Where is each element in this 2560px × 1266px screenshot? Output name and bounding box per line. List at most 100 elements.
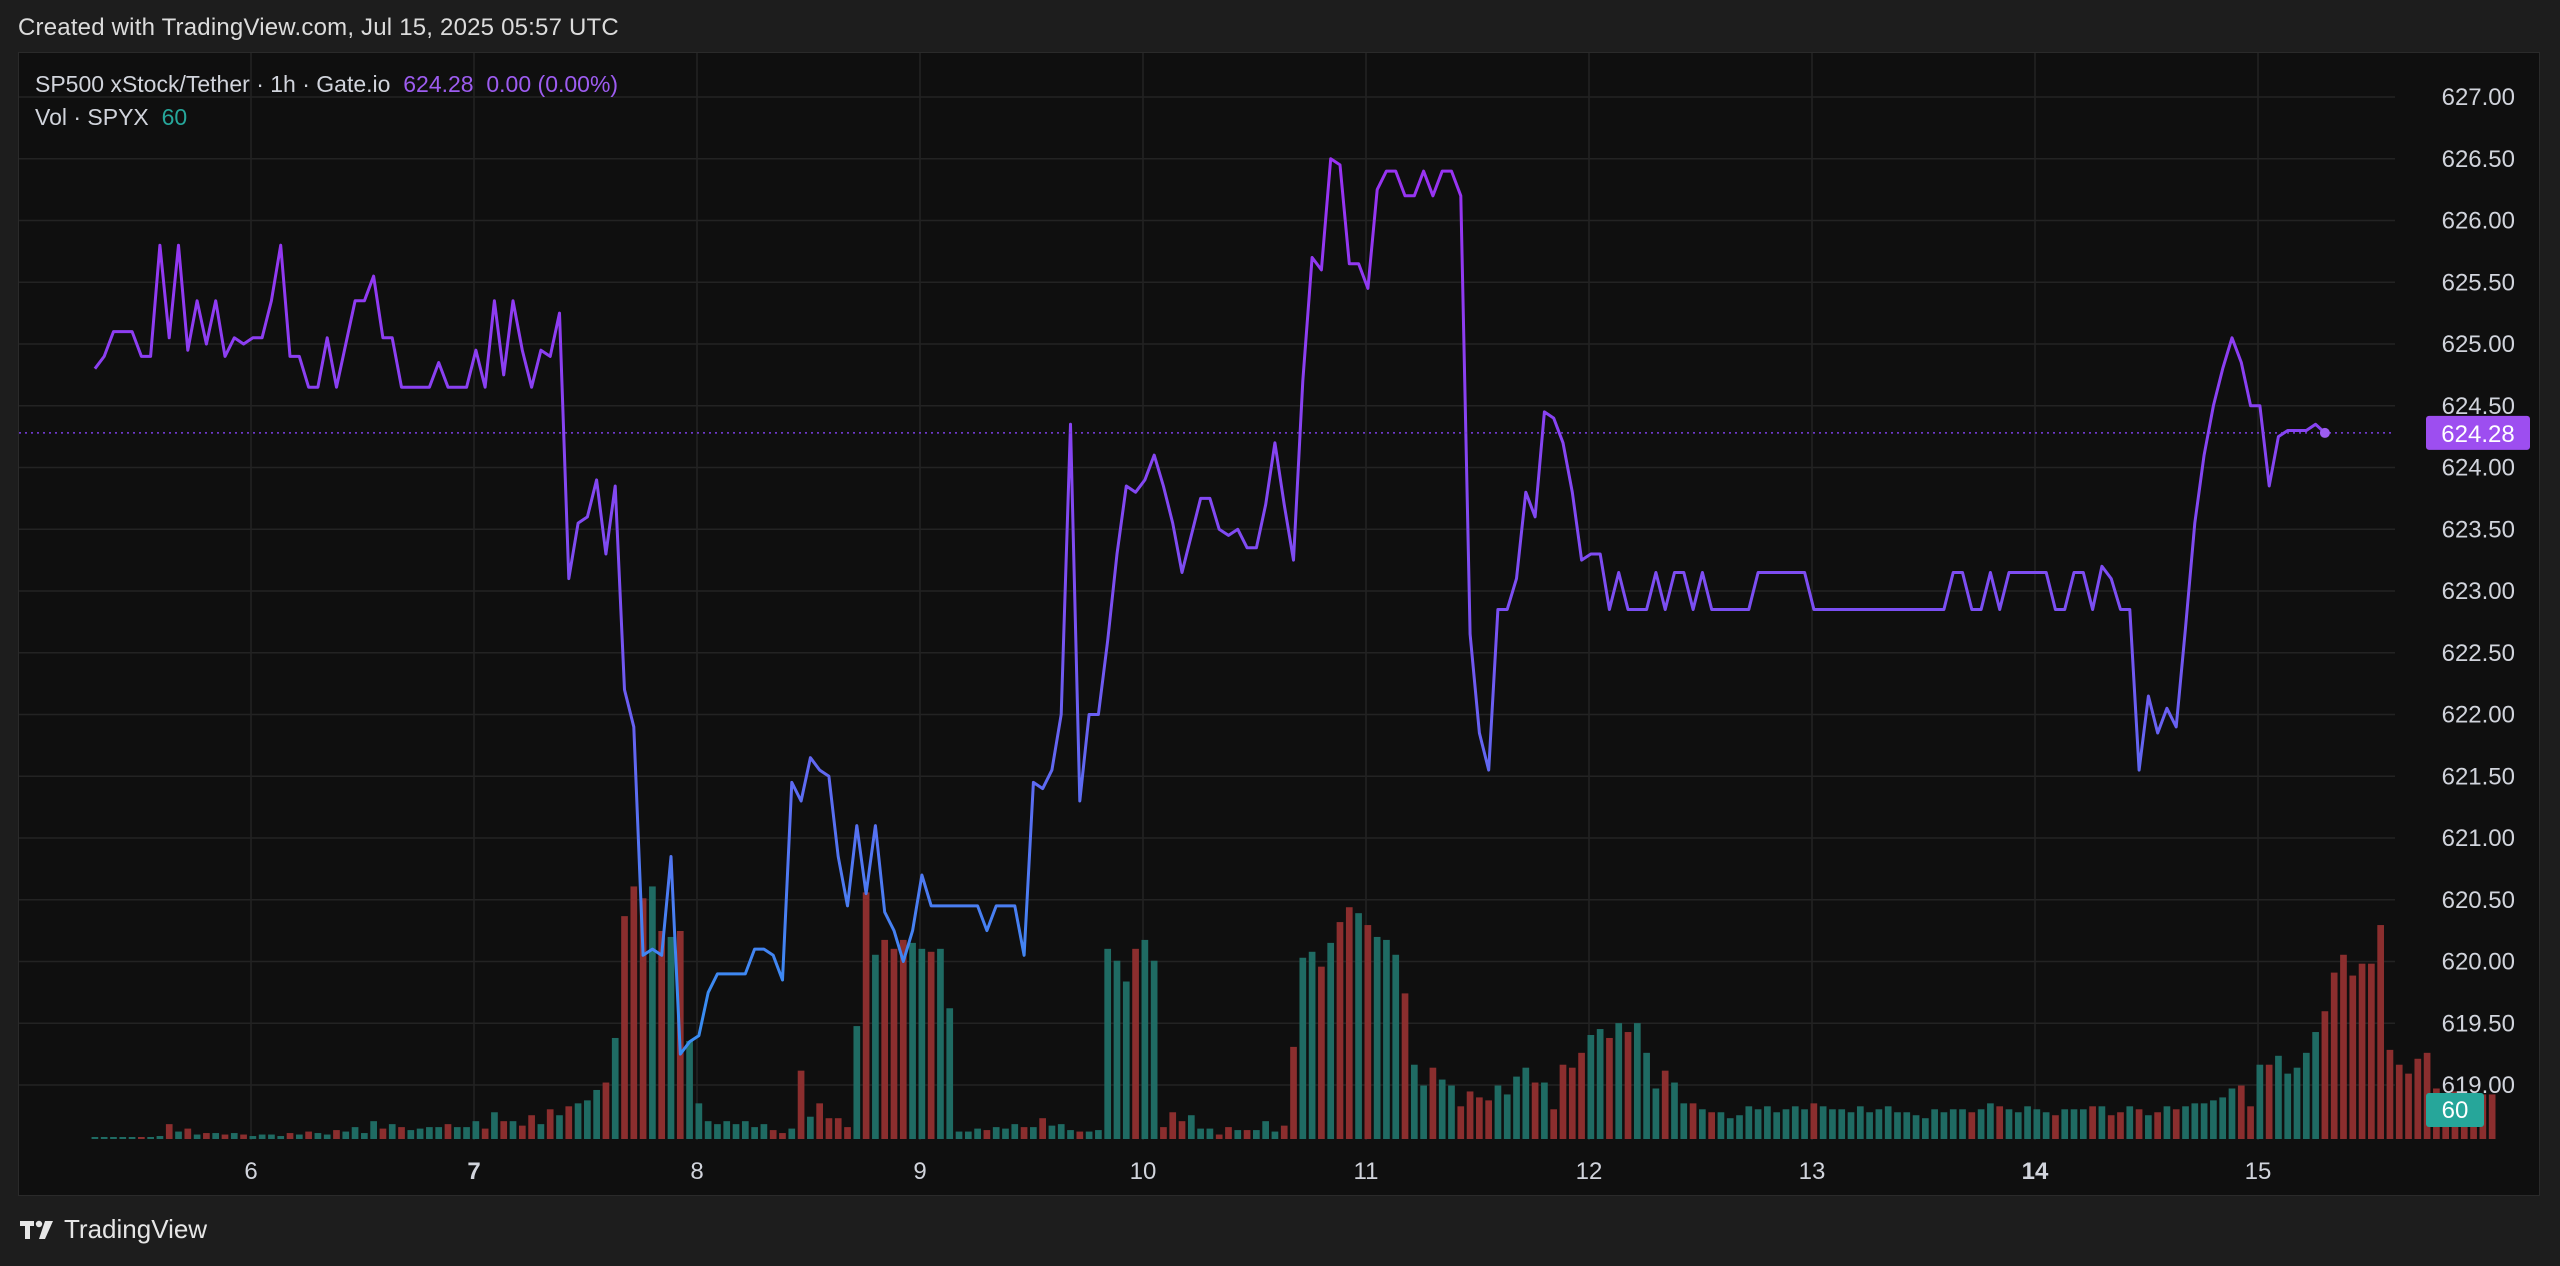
volume-bar xyxy=(2293,1067,2301,1139)
interval-label: 1h xyxy=(270,71,296,97)
volume-bar xyxy=(1615,1023,1623,1139)
volume-bar xyxy=(1476,1097,1483,1139)
volume-bar xyxy=(1057,1124,1065,1139)
volume-bar xyxy=(1438,1079,1446,1139)
volume-bar xyxy=(2386,1049,2394,1139)
volume-bar xyxy=(2107,1115,2115,1139)
volume-bar xyxy=(2089,1106,2096,1139)
price-line-layer xyxy=(19,157,2395,1056)
volume-bar xyxy=(937,948,944,1139)
y-tick-label: 622.50 xyxy=(2442,640,2515,667)
x-tick-label: 8 xyxy=(690,1158,703,1185)
volume-bar xyxy=(992,1127,1000,1139)
volume-bar xyxy=(1819,1106,1827,1139)
volume-bar xyxy=(751,1127,758,1139)
volume-bar xyxy=(2330,972,2338,1139)
volume-bar xyxy=(1736,1115,1743,1139)
volume-bar xyxy=(946,1008,954,1139)
volume-bar xyxy=(779,1133,786,1139)
volume-bar xyxy=(333,1130,340,1139)
volume-bar xyxy=(2117,1112,2124,1139)
volume-bar xyxy=(1253,1130,1260,1139)
y-tick-label: 624.00 xyxy=(2442,455,2515,482)
volume-bar xyxy=(2126,1106,2134,1139)
volume-bar xyxy=(546,1109,554,1139)
volume-bar xyxy=(2033,1109,2041,1139)
volume-bar xyxy=(630,886,638,1139)
tradingview-footer[interactable]: TradingView xyxy=(18,1214,207,1245)
volume-bar xyxy=(1169,1112,1177,1139)
volume-bar xyxy=(1373,936,1381,1139)
volume-bar xyxy=(1680,1103,1688,1139)
volume-bar xyxy=(1782,1109,1790,1139)
volume-bar xyxy=(1801,1109,1808,1139)
volume-bar xyxy=(258,1134,266,1139)
volume-bar xyxy=(2182,1106,2189,1139)
y-tick-label: 623.50 xyxy=(2442,516,2515,543)
volume-bar xyxy=(444,1124,452,1139)
x-tick-label: 9 xyxy=(913,1158,926,1185)
volume-bar xyxy=(909,942,916,1139)
volume-bar xyxy=(1745,1106,1753,1139)
price-line xyxy=(93,157,2326,1056)
exchange-label: Gate.io xyxy=(316,71,391,97)
volume-bar xyxy=(1949,1109,1957,1139)
volume-bar xyxy=(881,939,889,1139)
volume-bar xyxy=(2265,1064,2273,1139)
volume-bar xyxy=(463,1127,470,1139)
y-tick-label: 626.00 xyxy=(2442,208,2515,235)
volume-bar xyxy=(1429,1067,1437,1139)
volume-bar xyxy=(1243,1130,1251,1139)
volume-bar xyxy=(862,892,870,1139)
volume-bar xyxy=(1466,1091,1474,1139)
volume-bar xyxy=(1290,1046,1297,1139)
volume-bar xyxy=(249,1136,257,1139)
volume-bar xyxy=(872,954,879,1139)
tradingview-logo-icon xyxy=(20,1220,53,1239)
y-tick-label: 625.00 xyxy=(2442,331,2515,358)
volume-bar xyxy=(528,1115,535,1139)
volume-bar xyxy=(1773,1112,1781,1139)
volume-bar xyxy=(230,1133,238,1139)
volume-bar xyxy=(741,1121,749,1139)
y-tick-label: 624.50 xyxy=(2442,393,2515,420)
volume-bar xyxy=(1754,1109,1762,1139)
y-tick-label: 621.00 xyxy=(2442,825,2515,852)
price-badge-label: 624.28 xyxy=(2441,421,2514,448)
volume-bar xyxy=(370,1121,377,1139)
volume-bar xyxy=(1503,1094,1511,1139)
volume-bar xyxy=(1531,1082,1539,1139)
y-tick-label: 625.50 xyxy=(2442,269,2515,296)
volume-bar xyxy=(2163,1106,2171,1139)
volume-bar xyxy=(1968,1112,1976,1139)
volume-bar xyxy=(165,1124,173,1139)
volume-bar xyxy=(500,1121,508,1139)
volume-bar xyxy=(1652,1088,1660,1139)
volume-bar xyxy=(1791,1106,1799,1139)
volume-bar xyxy=(472,1121,480,1139)
volume-bar xyxy=(509,1121,517,1139)
volume-bar xyxy=(723,1121,731,1139)
volume-bar xyxy=(2488,1094,2496,1139)
volume-bar xyxy=(584,1100,591,1139)
price-volume-chart[interactable]: 627.00626.50626.00625.50625.00624.50624.… xyxy=(0,0,2560,1200)
last-price-badge: 624.28 xyxy=(2426,415,2530,450)
chart-panel[interactable] xyxy=(18,52,2540,1196)
volume-bar xyxy=(268,1134,275,1139)
volume-bar xyxy=(1884,1106,1892,1139)
volume-bar xyxy=(1587,1035,1595,1139)
volume-bar xyxy=(1624,1032,1632,1139)
volume-bar xyxy=(593,1089,600,1139)
volume-bar xyxy=(1150,960,1158,1139)
last-price-marker xyxy=(2319,427,2330,438)
volume-bar xyxy=(1420,1085,1427,1139)
volume-bar xyxy=(2014,1112,2022,1139)
volume-bar xyxy=(398,1127,405,1139)
volume-bar xyxy=(834,1118,842,1139)
volume-bar xyxy=(1708,1112,1715,1139)
volume-bar xyxy=(1931,1109,1938,1139)
volume-bar xyxy=(899,939,907,1139)
volume-bar xyxy=(1392,954,1400,1139)
volume-bar xyxy=(955,1131,963,1139)
volume-bar xyxy=(305,1131,312,1139)
